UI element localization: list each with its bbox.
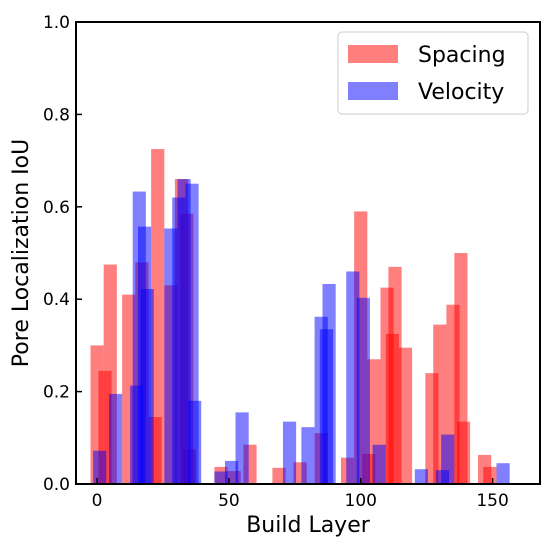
bar-velocity-24 [441,434,455,484]
ticks-layer: 0 50 100 150 0.0 0.2 0.4 0.6 0.8 1.0 [43,13,509,511]
x-tick-label: 100 [345,491,377,511]
legend-label-velocity: Velocity [418,80,504,105]
x-axis-label: Build Layer [246,513,371,538]
x-tick-label: 50 [218,491,240,511]
legend-label-spacing: Spacing [418,43,506,68]
y-tick-label: 0.2 [43,383,70,403]
legend-swatch-spacing [348,45,398,63]
x-tick-label: 0 [92,491,103,511]
bar-spacing-6 [151,149,165,485]
y-tick-label: 0.4 [43,290,70,310]
bar-velocity-18 [322,283,336,484]
bar-velocity-22 [414,469,428,484]
legend: Spacing Velocity [337,31,529,115]
legend-swatch-velocity [348,82,398,100]
bar-velocity-1 [108,393,123,484]
y-tick-label: 0.8 [43,105,70,125]
y-axis-label: Pore Localization IoU [9,139,34,367]
bar-velocity-14 [282,421,297,484]
y-tick-label: 1.0 [43,13,70,33]
bar-velocity-15 [301,427,315,484]
bar-velocity-10 [188,400,202,484]
bar-spacing-29 [456,421,471,484]
bar-spacing-14 [272,467,286,484]
bar-velocity-11 [214,471,228,484]
x-tick-label: 150 [476,491,508,511]
bar-spacing-24 [398,347,413,484]
y-tick-label: 0.0 [43,475,70,495]
bar-velocity-13 [235,412,249,484]
bar-spacing-23 [388,266,402,484]
bar-velocity-25 [496,463,510,484]
bar-velocity-5 [140,289,154,484]
plot-frame [75,21,541,485]
bar-velocity-0 [93,450,107,484]
bar-velocity-20 [356,297,370,484]
y-tick-label: 0.6 [43,198,70,218]
bar-spacing-31 [483,466,497,484]
bar-velocity-21 [372,444,386,484]
bar-velocity-19 [346,271,360,484]
bars-layer [90,149,510,485]
